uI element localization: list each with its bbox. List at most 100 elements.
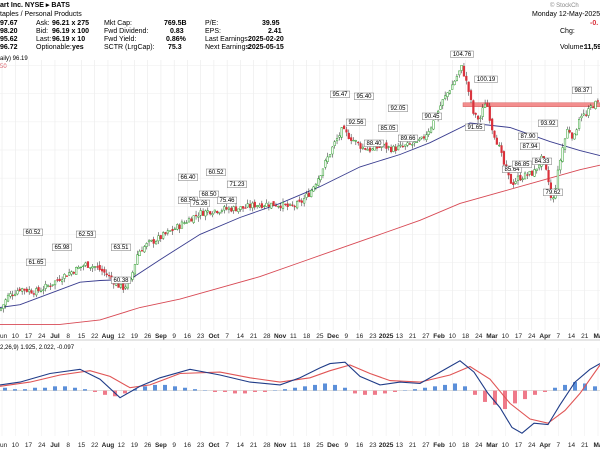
macd-histogram-bar — [183, 387, 187, 391]
candle-body — [361, 146, 364, 149]
candle-body — [241, 206, 245, 209]
x-tick-label: 9 — [172, 333, 176, 340]
x-tick-label: 23 — [197, 442, 205, 449]
x-tick-label: 16 — [184, 442, 192, 449]
price-annotation-box — [111, 276, 131, 284]
candle-body — [425, 134, 428, 141]
x-tick-label: 24 — [528, 333, 536, 340]
candle-body — [387, 146, 390, 148]
candle-body — [495, 137, 498, 145]
macd-histogram-bar — [523, 390, 527, 400]
macd-histogram-bar — [353, 390, 357, 394]
x-tick-label: 23 — [197, 333, 205, 340]
macd-histogram-bar — [493, 390, 497, 405]
candle-body — [305, 193, 308, 198]
candle-body — [476, 115, 480, 120]
x-tick-label: Feb — [433, 333, 445, 340]
price-annotation: 79.62 — [545, 190, 561, 196]
candle-body — [453, 80, 456, 85]
candle-body — [58, 278, 61, 281]
candle-body — [220, 210, 224, 212]
candle-body — [122, 283, 125, 290]
candle-body — [263, 205, 266, 207]
x-tick-label: 8 — [66, 442, 70, 449]
price-annotation-box — [76, 230, 96, 238]
price-close: 96.72 — [0, 44, 18, 51]
price-annotation: 100.19 — [477, 77, 496, 83]
macd-histogram-bar — [453, 383, 457, 391]
x-tick-label: Sep — [155, 333, 167, 340]
candle-body — [563, 138, 567, 150]
x-tick-label: 19 — [131, 333, 139, 340]
price-annotation: 92.56 — [348, 120, 364, 126]
candle-body — [411, 144, 414, 146]
sctr-value: 75.3 — [168, 44, 182, 51]
candle-body — [105, 273, 108, 276]
x-tick-label: 10 — [502, 442, 510, 449]
x-tick-label: Mar — [486, 442, 498, 449]
candle-body — [68, 272, 71, 276]
candle-body — [244, 207, 247, 209]
macd-histogram-bar — [93, 390, 97, 392]
candle-body — [25, 288, 28, 292]
candle-body — [561, 147, 564, 162]
price-annotation: 60.52 — [25, 230, 41, 236]
candle-body — [366, 149, 369, 151]
candle-body — [298, 199, 301, 202]
candle-body — [190, 218, 193, 222]
macd-histogram-bar — [103, 390, 107, 395]
candle-body — [183, 222, 186, 224]
candle-body — [61, 279, 64, 283]
eps-value: 2.41 — [268, 28, 282, 35]
candle-body — [77, 266, 80, 269]
x-tick-label: 28 — [263, 442, 271, 449]
x-tick-label: 24 — [475, 333, 483, 340]
candle-body — [185, 222, 188, 224]
candle-body — [481, 107, 484, 117]
x-tick-label: 15 — [78, 333, 86, 340]
candle-body — [521, 178, 524, 181]
macd-histogram-bar — [473, 390, 477, 395]
price-annotation: 91.65 — [467, 125, 483, 131]
macd-histogram-bar — [33, 387, 37, 391]
price-annotation-box — [474, 75, 498, 83]
x-tick-label: 21 — [581, 333, 589, 340]
price-annotation: 89.66 — [400, 136, 416, 142]
candle-body — [79, 266, 83, 269]
candle-body — [42, 289, 45, 291]
candle-body — [331, 146, 334, 155]
price-annotation-box — [330, 90, 350, 98]
macd-histogram-bar — [463, 386, 467, 391]
candle-body — [589, 105, 592, 108]
x-tick-label: 11 — [290, 333, 297, 340]
candle-body — [39, 290, 43, 293]
x-tick-label: 7 — [225, 333, 229, 340]
macd-histogram-bar — [43, 387, 47, 391]
sctr-label: SCTR (LrgCap): — [104, 44, 155, 51]
price-annotation-box — [543, 188, 563, 196]
candle-body — [65, 275, 68, 277]
candle-body — [364, 148, 367, 150]
candle-body — [493, 130, 496, 138]
chart-date: Monday 12-May-2025 11 — [532, 11, 600, 18]
price-annotation-box — [572, 86, 592, 94]
candle-body — [547, 170, 550, 183]
macd-histogram-bar — [383, 390, 387, 394]
candle-body — [145, 243, 148, 247]
candle-body — [136, 254, 139, 265]
x-tick-label: 17 — [515, 333, 523, 340]
candle-body — [32, 293, 35, 295]
price-annotation-box — [532, 157, 552, 165]
candle-body — [46, 285, 50, 287]
price-annotation-box — [388, 104, 408, 112]
chg-label: Chg: — [560, 28, 575, 35]
candle-body — [157, 235, 160, 242]
candle-body — [418, 138, 421, 141]
candle-body — [296, 201, 299, 209]
candle-body — [596, 100, 599, 102]
candle-body — [138, 250, 141, 256]
candle-body — [392, 145, 395, 152]
candle-body — [465, 75, 468, 81]
macd-histogram-bar — [303, 386, 307, 391]
candle-body — [427, 131, 430, 135]
